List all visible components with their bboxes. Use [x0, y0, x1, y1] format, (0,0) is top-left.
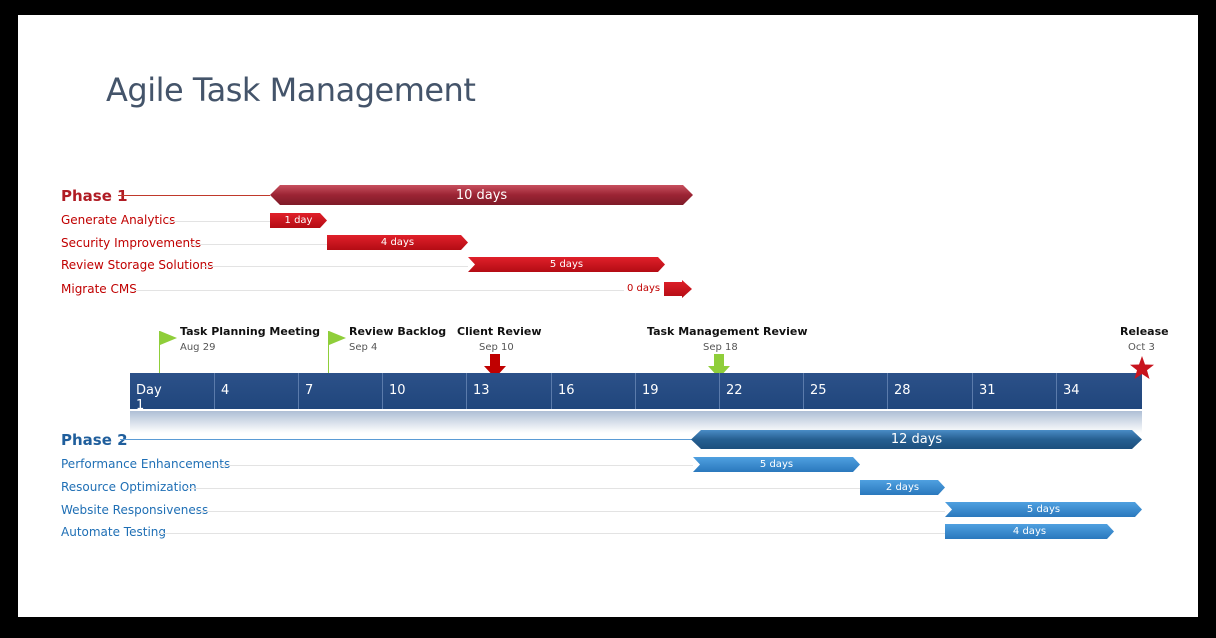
milestone-date: Sep 18	[703, 342, 738, 353]
double-arrow-shape	[270, 185, 693, 205]
tick: 31	[972, 373, 996, 409]
task-duration: 5 days	[759, 459, 794, 470]
task-bar[interactable]: 2 days	[860, 480, 945, 495]
task-label: Generate Analytics	[61, 213, 176, 227]
tick-label: 28	[894, 383, 911, 398]
task-bar[interactable]: 5 days	[945, 502, 1142, 517]
task-label: Migrate CMS	[61, 282, 137, 296]
bar-shape	[945, 524, 1114, 539]
milestone-date: Aug 29	[180, 342, 216, 353]
phase1-summary-bar[interactable]: 10 days	[270, 185, 693, 205]
tick-label: Day 1	[136, 383, 162, 413]
phase1-duration: 10 days	[455, 187, 508, 203]
task-duration: 4 days	[1012, 526, 1047, 537]
milestone-date: Oct 3	[1128, 342, 1155, 353]
milestone-title: Release	[1120, 325, 1169, 338]
tick-label: 22	[726, 383, 743, 398]
timescale-bar: Day 1 4 7 10 13 16 19 22 25 28 31 34	[130, 373, 1142, 413]
tick: 22	[719, 373, 743, 409]
task-bar[interactable]: 5 days	[468, 257, 665, 272]
milestone-date: Sep 10	[479, 342, 514, 353]
bar-shape	[468, 257, 665, 272]
task-label: Automate Testing	[61, 525, 166, 539]
task-duration: 2 days	[885, 482, 920, 493]
tick: 7	[298, 373, 313, 409]
task-bar[interactable]: 4 days	[945, 524, 1114, 539]
bar-shape	[945, 502, 1142, 517]
task-label: Performance Enhancements	[61, 457, 231, 471]
tick: 34	[1056, 373, 1080, 409]
task-label: Website Responsiveness	[61, 503, 209, 517]
flag-pole	[328, 331, 329, 373]
arrow-icon	[664, 280, 692, 298]
phase1-label: Phase 1	[61, 187, 128, 205]
flag-icon[interactable]	[329, 331, 347, 345]
star-icon[interactable]	[1130, 356, 1154, 380]
leader-line	[190, 244, 327, 245]
milestone-arrow[interactable]	[664, 280, 692, 298]
bar-shape	[270, 213, 327, 228]
milestone-title: Task Planning Meeting	[180, 325, 321, 338]
slide: Agile Task Management Phase 1 10 days Ge…	[18, 15, 1198, 617]
leader-line	[196, 511, 945, 512]
tick: 13	[466, 373, 490, 409]
tick: 4	[214, 373, 229, 409]
tick: 16	[551, 373, 575, 409]
tick-label: 7	[305, 383, 314, 398]
task-duration: 1 day	[284, 215, 313, 226]
tick: 25	[803, 373, 827, 409]
task-bar[interactable]: 5 days	[693, 457, 860, 472]
phase2-leader-line	[120, 439, 693, 440]
task-label: Security Improvements	[61, 236, 202, 250]
bar-shape	[860, 480, 945, 495]
tick-label: 34	[1063, 383, 1080, 398]
milestone-title: Client Review	[457, 325, 542, 338]
task-bar[interactable]: 1 day	[270, 213, 327, 228]
double-arrow-shape	[691, 430, 1142, 449]
leader-line	[186, 488, 860, 489]
flag-pole	[159, 331, 160, 373]
tick-label: 31	[979, 383, 996, 398]
phase2-summary-bar[interactable]: 12 days	[691, 430, 1142, 449]
tick: 10	[382, 373, 406, 409]
milestone-title: Task Management Review	[647, 325, 808, 338]
tick-label: 10	[389, 383, 406, 398]
task-duration: 5 days	[1026, 504, 1061, 515]
tick-label: 25	[810, 383, 827, 398]
task-label: Review Storage Solutions	[61, 258, 214, 272]
phase2-label: Phase 2	[61, 431, 128, 449]
leader-line	[218, 465, 693, 466]
bar-shape	[693, 457, 860, 472]
tick: 28	[887, 373, 911, 409]
bar-shape	[327, 235, 468, 250]
task-duration: 4 days	[380, 237, 415, 248]
leader-line	[134, 290, 624, 291]
timescale-reflection	[130, 411, 1142, 433]
task-duration: 5 days	[549, 259, 584, 270]
phase1-leader-line	[118, 195, 270, 196]
tick: 19	[635, 373, 659, 409]
phase2-duration: 12 days	[890, 432, 943, 447]
milestone-date: Sep 4	[349, 342, 378, 353]
task-bar[interactable]: 4 days	[327, 235, 468, 250]
down-arrow-icon[interactable]	[484, 354, 506, 378]
flag-icon[interactable]	[160, 331, 178, 345]
task-label: Resource Optimization	[61, 480, 197, 494]
milestone-title: Review Backlog	[349, 325, 447, 338]
leader-line	[202, 266, 468, 267]
tick-label: 19	[642, 383, 659, 398]
leader-line	[158, 533, 945, 534]
page-title: Agile Task Management	[106, 71, 476, 109]
down-arrow-icon[interactable]	[708, 354, 730, 378]
tick-label: 4	[221, 383, 230, 398]
task-duration: 0 days	[627, 283, 661, 294]
tick-label: 16	[558, 383, 575, 398]
leader-line	[168, 221, 270, 222]
tick-label: 13	[473, 383, 490, 398]
